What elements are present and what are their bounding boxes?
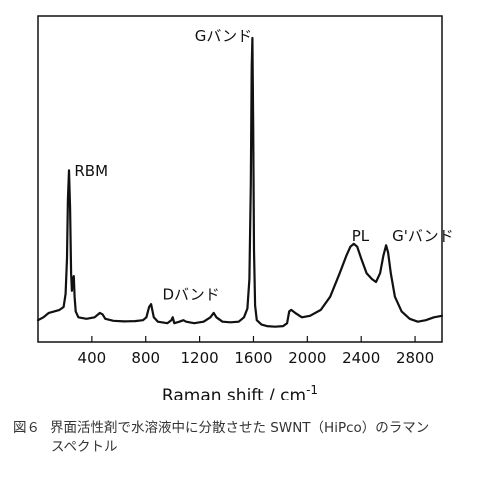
spectrum-line	[36, 36, 444, 328]
x-axis-ticks	[91, 336, 416, 342]
x-tick-label-1200: 1200	[181, 349, 219, 367]
x-axis-label-text: Raman shift / cm	[162, 386, 306, 400]
annotation-2: Dバンド	[162, 286, 219, 304]
x-tick-label-2000: 2000	[288, 349, 326, 367]
annotation-4: G'バンド	[392, 227, 454, 245]
x-tick-label-800: 800	[131, 349, 160, 367]
x-axis-tick-labels: 400 800 1200 1600 2000 2400 2800	[78, 349, 435, 367]
caption-text: 界面活性剤で水溶液中に分散させた SWNT（HiPco）のラマン	[50, 420, 430, 436]
x-axis-label: Raman shift / cm-1	[162, 383, 318, 400]
annotation-1: Gバンド	[195, 27, 252, 45]
x-axis-label-superscript: -1	[306, 383, 318, 397]
annotation-3: PL	[352, 227, 370, 245]
figure-caption: 図６ 界面活性剤で水溶液中に分散させた SWNT（HiPco）のラマン スペクトル	[13, 419, 475, 457]
x-tick-label-400: 400	[78, 349, 107, 367]
x-tick-label-2800: 2800	[396, 349, 434, 367]
x-tick-label-2400: 2400	[342, 349, 380, 367]
raman-spectrum-chart: 400 800 1200 1600 2000 2400 2800 RBM Gバンド Dバンド PL…	[36, 15, 454, 400]
annotation-0: RBM	[74, 162, 108, 180]
plot-frame	[37, 15, 443, 343]
peak-annotations: RBM Gバンド Dバンド PL G'バンド	[74, 27, 453, 304]
x-tick-label-1600: 1600	[234, 349, 272, 367]
caption-text-line2: スペクトル	[51, 439, 118, 455]
caption-number: 図６	[13, 420, 40, 436]
